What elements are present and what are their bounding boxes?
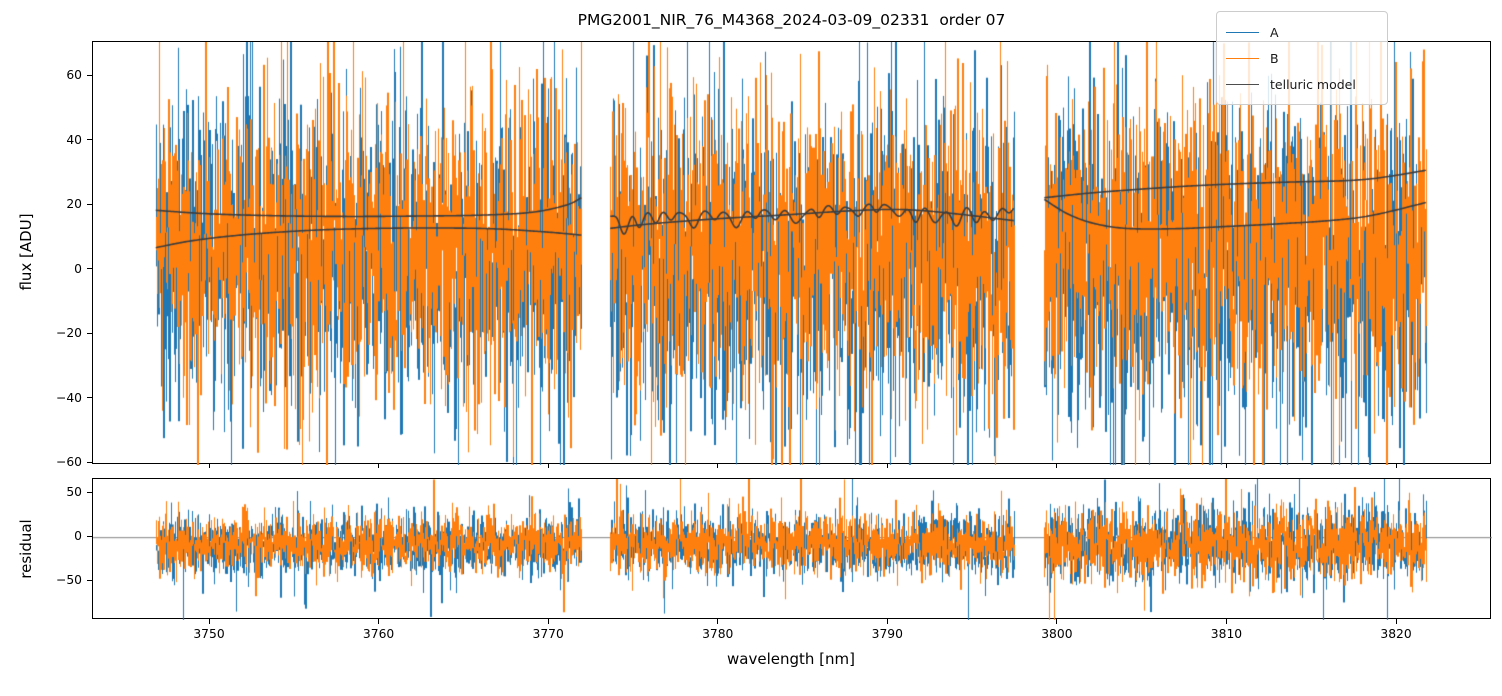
x-tick-mark-top bbox=[208, 464, 210, 468]
flux-y-tick-mark bbox=[87, 203, 92, 205]
x-tick-mark-top bbox=[717, 464, 719, 468]
flux-y-tick-label: 40 bbox=[66, 132, 82, 147]
x-tick-mark bbox=[1395, 619, 1397, 624]
x-tick-label: 3790 bbox=[871, 627, 903, 641]
legend-item-label: A bbox=[1270, 24, 1279, 40]
flux-y-tick-label: −40 bbox=[56, 390, 82, 405]
residual-y-tick-mark bbox=[87, 491, 92, 493]
residual-y-tick-label: 50 bbox=[66, 485, 82, 500]
legend-line-swatch bbox=[1226, 57, 1259, 59]
x-tick-mark bbox=[547, 619, 549, 624]
x-tick-label: 3810 bbox=[1210, 627, 1243, 641]
flux-y-tick-label: −20 bbox=[56, 326, 82, 341]
residual-y-tick-mark bbox=[87, 535, 92, 537]
x-tick-mark-top bbox=[547, 464, 549, 468]
flux-axes bbox=[92, 41, 1492, 465]
residual-y-tick-mark bbox=[87, 579, 92, 581]
residual-plot-canvas bbox=[93, 479, 1492, 620]
x-tick-mark bbox=[1056, 619, 1058, 624]
flux-y-tick-mark bbox=[87, 397, 92, 399]
flux-y-tick-label: 20 bbox=[66, 197, 82, 212]
x-tick-mark bbox=[208, 619, 210, 624]
flux-y-tick-label: −60 bbox=[56, 455, 82, 470]
flux-y-tick-mark bbox=[87, 74, 92, 76]
legend-line-swatch bbox=[1226, 31, 1259, 33]
x-tick-mark-top bbox=[1395, 464, 1397, 468]
x-tick-mark bbox=[717, 619, 719, 624]
x-tick-label: 3770 bbox=[532, 627, 564, 641]
flux-y-tick-mark bbox=[87, 268, 92, 270]
flux-y-tick-mark bbox=[87, 139, 92, 141]
flux-y-axis-label: flux [ADU] bbox=[17, 213, 35, 291]
legend-item: A bbox=[1226, 19, 1377, 45]
x-tick-mark-top bbox=[378, 464, 380, 468]
x-tick-mark-top bbox=[1225, 464, 1227, 468]
x-tick-label: 3800 bbox=[1041, 627, 1073, 641]
flux-y-tick-label: 0 bbox=[74, 261, 82, 276]
legend-item: B bbox=[1226, 45, 1377, 71]
residual-y-tick-label: 0 bbox=[74, 529, 82, 544]
legend-line-swatch bbox=[1226, 83, 1259, 85]
x-tick-label: 3820 bbox=[1380, 627, 1412, 641]
x-tick-mark bbox=[886, 619, 888, 624]
residual-axes bbox=[92, 478, 1492, 620]
plot-title: PMG2001_NIR_76_M4368_2024-03-09_02331 or… bbox=[577, 11, 1006, 29]
legend-item: telluric model bbox=[1226, 71, 1377, 97]
x-tick-label: 3750 bbox=[193, 627, 225, 641]
legend-item-label: B bbox=[1270, 50, 1279, 66]
x-tick-mark-top bbox=[1056, 464, 1058, 468]
flux-y-tick-label: 60 bbox=[66, 68, 82, 83]
x-tick-mark bbox=[378, 619, 380, 624]
flux-y-tick-mark bbox=[87, 461, 92, 463]
flux-plot-canvas bbox=[93, 42, 1492, 465]
x-tick-mark bbox=[1225, 619, 1227, 624]
legend-item-label: telluric model bbox=[1270, 76, 1356, 92]
x-axis-label: wavelength [nm] bbox=[727, 650, 855, 668]
x-tick-label: 3760 bbox=[362, 627, 395, 641]
x-tick-mark-top bbox=[886, 464, 888, 468]
flux-y-tick-mark bbox=[87, 332, 92, 334]
x-tick-label: 3780 bbox=[702, 627, 734, 641]
residual-y-tick-label: −50 bbox=[56, 573, 82, 588]
